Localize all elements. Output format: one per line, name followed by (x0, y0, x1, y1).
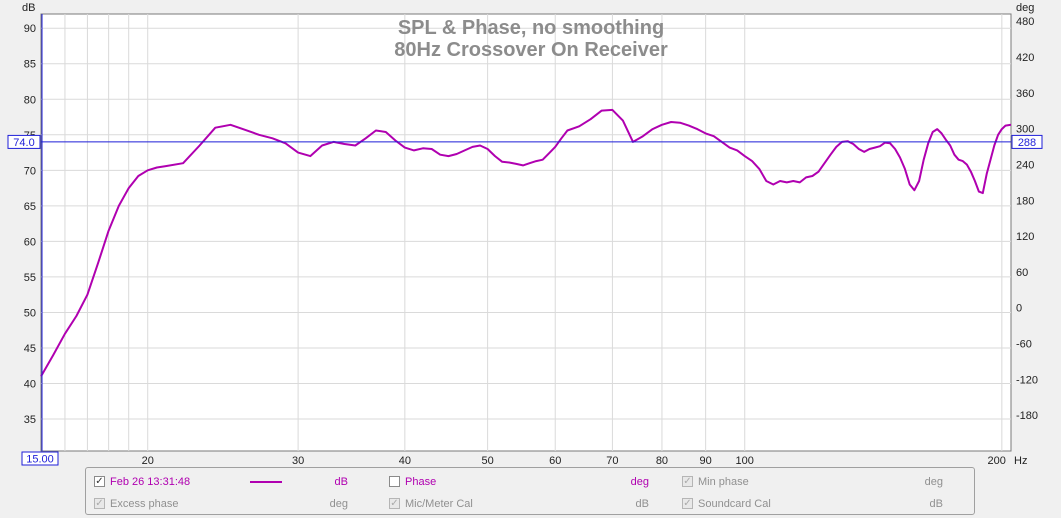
grid (41, 14, 1011, 451)
legend-checkbox[interactable]: ✓ (682, 476, 693, 487)
x-tick-label: 200 (987, 455, 1005, 467)
series-layer (40, 108, 1012, 377)
cursor-y-right-label: 288 (1018, 137, 1036, 149)
y-tick-label-left: 50 (24, 307, 36, 319)
x-tick-label: 70 (606, 455, 618, 467)
legend-checkbox[interactable]: ✓ (94, 476, 105, 487)
y-tick-label-right: 240 (1016, 159, 1034, 171)
x-tick-label: 100 (736, 455, 754, 467)
legend-checkbox[interactable]: ✓ (389, 498, 400, 509)
legend-unit: deg (329, 498, 348, 510)
y-tick-label-right: 180 (1016, 195, 1034, 207)
plot-background (40, 13, 1012, 452)
y-tick-label-right: -60 (1016, 339, 1032, 351)
cursor-y-right-label-box (1011, 134, 1043, 149)
legend-unit: dB (635, 498, 649, 510)
legend-swatch (250, 481, 282, 483)
legend-item[interactable]: ✓ Soundcard Cal dB (682, 496, 952, 512)
cursor[interactable]: 74.0 288 15.00 (7, 14, 1043, 466)
x-tick-label: 80 (656, 455, 668, 467)
y-tick-label-left: 40 (24, 378, 36, 390)
y-tick-label-right: 120 (1016, 231, 1034, 243)
y-tick-label-left: 45 (24, 343, 36, 355)
legend-panel: ✓ Feb 26 13:31:48 dB Phase deg ✓ Min phase deg ✓… (85, 467, 975, 515)
legend-label: Excess phase (110, 498, 179, 510)
legend-unit: deg (630, 476, 649, 488)
x-tick-label: 30 (292, 455, 304, 467)
chart-title: SPL & Phase, no smoothing (398, 17, 664, 39)
legend-checkbox[interactable]: ✓ (94, 498, 105, 509)
y-tick-label-left: 55 (24, 272, 36, 284)
cursor-y-left-label: 74.0 (13, 137, 34, 149)
legend-label: Mic/Meter Cal (405, 498, 473, 510)
legend-label: Soundcard Cal (698, 498, 771, 510)
x-tick-label: 40 (399, 455, 411, 467)
x-tick-label: 60 (549, 455, 561, 467)
y-tick-label-left: 70 (24, 165, 36, 177)
y-tick-label-right: 60 (1016, 267, 1028, 279)
axis-ticks: 354045505560657075808590-180-120-6006012… (24, 16, 1038, 467)
legend-item[interactable]: Phase deg (389, 474, 659, 490)
legend-checkbox[interactable] (389, 476, 400, 487)
legend-item[interactable]: ✓ Mic/Meter Cal dB (389, 496, 659, 512)
x-tick-label: 20 (142, 455, 154, 467)
y-tick-label-right: 0 (1016, 303, 1022, 315)
legend-item[interactable]: ✓ Min phase deg (682, 474, 952, 490)
y-tick-label-right: -120 (1016, 374, 1038, 386)
legend-item[interactable]: ✓ Feb 26 13:31:48 dB (94, 474, 364, 490)
legend-label: Phase (405, 476, 437, 488)
legend-item[interactable]: ✓ Excess phase deg (94, 496, 364, 512)
y-tick-label-left: 80 (24, 94, 36, 106)
series-line (40, 108, 1012, 377)
legend-label: Min phase (698, 476, 749, 488)
cursor-x-label-box (21, 451, 59, 466)
y-tick-label-left: 35 (24, 414, 36, 426)
x-axis-unit: Hz (1014, 455, 1027, 467)
cursor-x-label: 15.00 (26, 454, 54, 466)
y-tick-label-left: 60 (24, 236, 36, 248)
y-axis-right-label: deg (1016, 2, 1034, 14)
y-tick-label-right: 420 (1016, 52, 1034, 64)
legend-label: Feb 26 13:31:48 (110, 476, 191, 488)
chart-subtitle: 80Hz Crossover On Receiver (394, 39, 668, 61)
legend-unit: dB (334, 476, 348, 488)
y-tick-label-right: 480 (1016, 16, 1034, 28)
y-tick-label-left: 85 (24, 59, 36, 71)
legend-unit: dB (929, 498, 943, 510)
y-tick-label-right: 300 (1016, 124, 1034, 136)
y-tick-label-left: 65 (24, 201, 36, 213)
y-tick-label-left: 90 (24, 23, 36, 35)
y-tick-label-right: -180 (1016, 410, 1038, 422)
legend-checkbox[interactable]: ✓ (682, 498, 693, 509)
y-tick-label-right: 360 (1016, 88, 1034, 100)
y-axis-left-label: dB (22, 2, 35, 14)
x-tick-label: 90 (700, 455, 712, 467)
legend-unit: deg (924, 476, 943, 488)
x-tick-label: 50 (481, 455, 493, 467)
spl-chart[interactable]: 354045505560657075808590-180-120-6006012… (0, 0, 1061, 467)
cursor-y-left-label-box (7, 134, 41, 149)
